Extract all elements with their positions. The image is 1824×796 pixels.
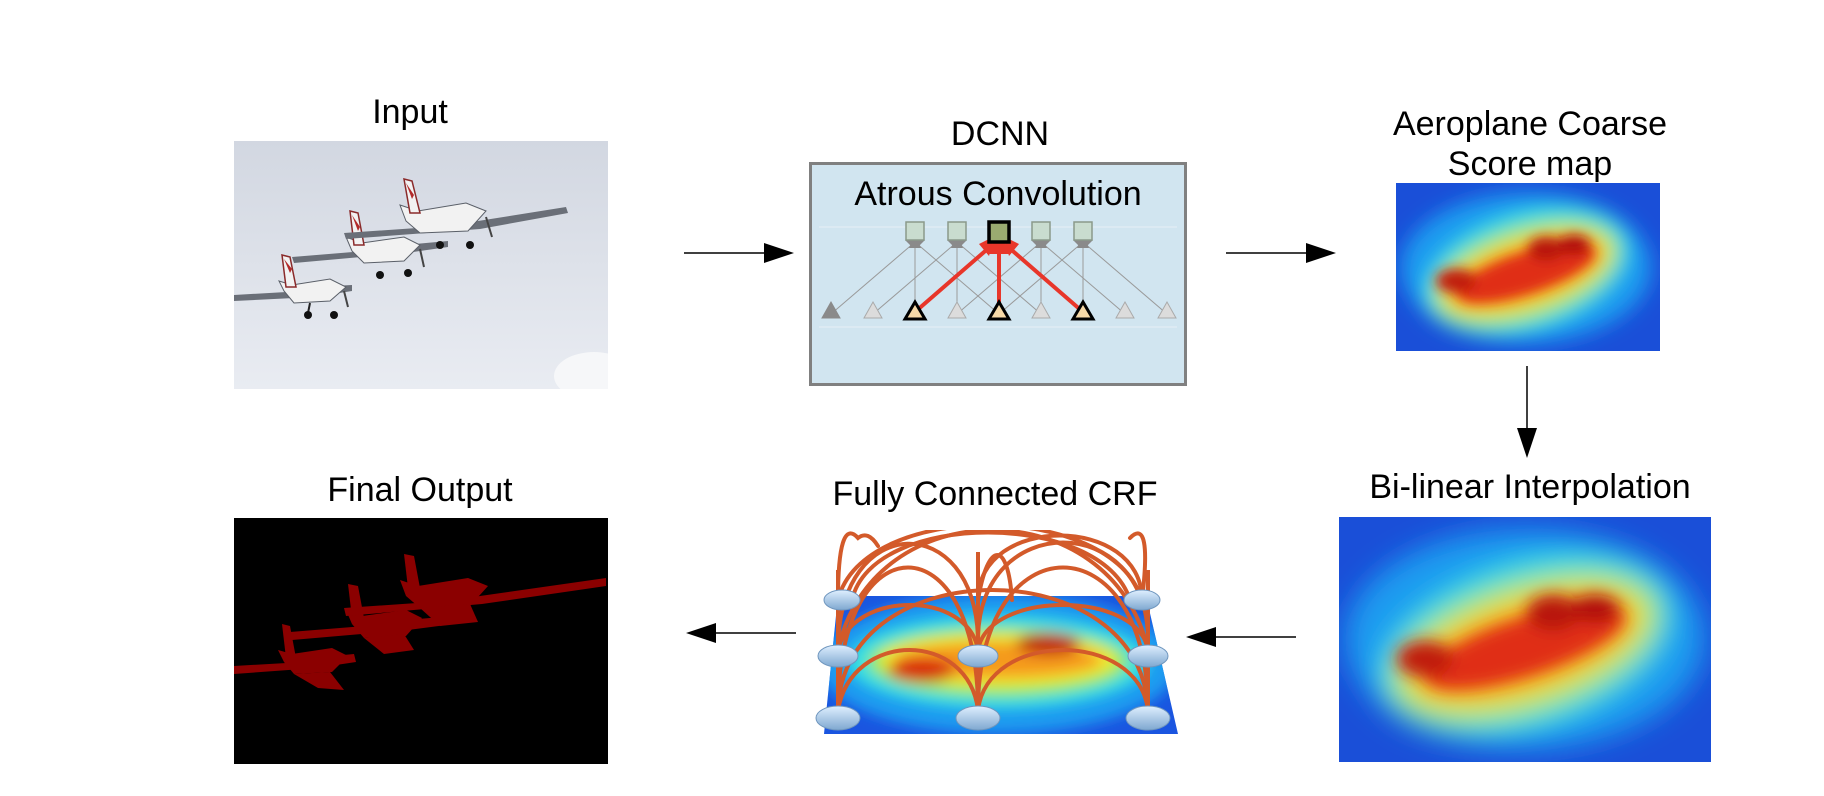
atrous-convolution-label: Atrous Convolution bbox=[854, 175, 1142, 213]
final-output-image bbox=[234, 518, 608, 764]
arrow-coarse-to-bilinear bbox=[1512, 366, 1542, 460]
coarse-title-line2: Score map bbox=[1447, 145, 1613, 183]
bilinear-title: Bi-linear Interpolation bbox=[1369, 468, 1691, 506]
input-image bbox=[234, 141, 608, 389]
coarse-title-line1: Aeroplane Coarse bbox=[1392, 105, 1668, 143]
arrow-bilinear-to-crf bbox=[1184, 622, 1296, 652]
output-title: Final Output bbox=[327, 471, 513, 509]
input-title: Input bbox=[372, 93, 448, 131]
crf-title: Fully Connected CRF bbox=[832, 475, 1158, 513]
arrow-dcnn-to-coarse bbox=[1226, 238, 1338, 268]
bilinear-map bbox=[1339, 517, 1711, 762]
crf-graph bbox=[812, 530, 1196, 738]
dcnn-box: Atrous Convolution bbox=[809, 162, 1187, 386]
dcnn-title: DCNN bbox=[950, 115, 1050, 153]
arrow-crf-to-output bbox=[684, 618, 796, 648]
coarse-score-map bbox=[1396, 183, 1660, 351]
arrow-input-to-dcnn bbox=[684, 238, 796, 268]
